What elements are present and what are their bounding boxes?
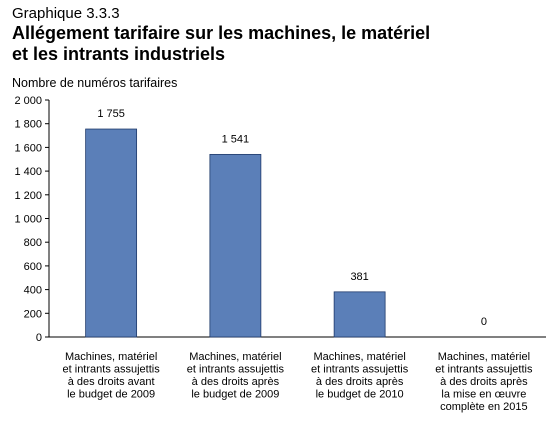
y-tick-label: 1 600 (14, 142, 42, 154)
x-category-label: Machines, matériel et intrants assujettis… (435, 351, 533, 413)
x-category-label-line: le budget de 2009 (191, 389, 279, 401)
y-tick-label: 2 000 (14, 95, 42, 107)
x-category-label-line: à des droits avant (68, 376, 155, 388)
x-category-label-line: la mise en œuvre (441, 389, 526, 401)
x-category-label-line: et intrants assujettis (187, 364, 285, 376)
chart-title-line-1: Allégement tarifaire sur les machines, l… (12, 23, 431, 43)
x-category-label: Machines, matériel et intrants assujettis… (187, 351, 285, 401)
chart-title: Allégement tarifaire sur les machines, l… (12, 23, 542, 65)
x-category-label-line: à des droits après (316, 376, 404, 388)
data-label: 0 (481, 316, 487, 328)
x-category-label-line: Machines, matériel (438, 351, 530, 363)
y-tick-label: 1 000 (14, 214, 42, 226)
x-category-label: Machines, matériel et intrants assujettis… (311, 351, 409, 401)
x-category-label-line: et intrants assujettis (311, 364, 409, 376)
x-category-label-line: Machines, matériel (65, 351, 157, 363)
bar (333, 291, 386, 338)
y-tick-label: 1 200 (14, 190, 42, 202)
chart-kicker: Graphique 3.3.3 (12, 5, 120, 22)
x-category-label-line: le budget de 2010 (316, 389, 404, 401)
x-category-label-line: complète en 2015 (440, 401, 527, 413)
bar (209, 153, 262, 338)
x-category-label-line: à des droits après (192, 376, 280, 388)
y-tick-label: 800 (24, 237, 42, 249)
y-axis-label: Nombre de numéros tarifaires (12, 76, 178, 90)
x-category-label: Machines, matériel et intrants assujettis… (63, 351, 161, 401)
data-label: 1 755 (97, 108, 125, 120)
y-tick-label: 0 (36, 332, 42, 344)
chart-title-line-2: et les intrants industriels (12, 44, 226, 64)
data-label: 381 (350, 271, 368, 283)
x-category-label-line: à des droits après (440, 376, 528, 388)
x-category-label-line: et intrants assujettis (63, 364, 161, 376)
y-tick-label: 1 800 (14, 119, 42, 131)
y-tick-label: 600 (24, 261, 42, 273)
y-tick-label: 1 400 (14, 166, 42, 178)
y-tick-label: 200 (24, 308, 42, 320)
x-category-label-line: Machines, matériel (189, 351, 281, 363)
x-category-label-line: le budget de 2009 (67, 389, 155, 401)
x-category-label-line: Machines, matériel (313, 351, 405, 363)
x-category-label-line: et intrants assujettis (435, 364, 533, 376)
y-tick-label: 400 (24, 285, 42, 297)
bar (85, 128, 138, 338)
data-label: 1 541 (222, 133, 250, 145)
